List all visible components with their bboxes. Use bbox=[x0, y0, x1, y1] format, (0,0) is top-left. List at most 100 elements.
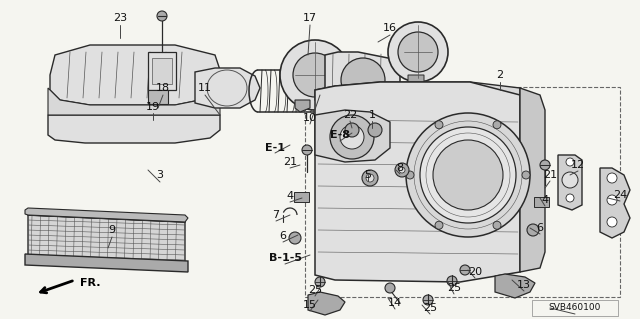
Text: 25: 25 bbox=[308, 285, 322, 295]
Text: 3: 3 bbox=[157, 170, 163, 180]
Text: 9: 9 bbox=[108, 225, 116, 235]
Text: 6: 6 bbox=[536, 223, 543, 233]
Polygon shape bbox=[103, 115, 111, 128]
Polygon shape bbox=[48, 115, 220, 143]
Text: E-8: E-8 bbox=[330, 130, 350, 140]
Circle shape bbox=[433, 140, 503, 210]
Circle shape bbox=[493, 121, 501, 129]
Polygon shape bbox=[600, 168, 630, 238]
Circle shape bbox=[420, 127, 516, 223]
Text: 4: 4 bbox=[287, 191, 294, 201]
Polygon shape bbox=[135, 115, 143, 128]
Polygon shape bbox=[87, 115, 95, 128]
Polygon shape bbox=[315, 110, 390, 162]
Bar bbox=[148, 90, 168, 104]
Text: 20: 20 bbox=[468, 267, 482, 277]
Text: 17: 17 bbox=[303, 13, 317, 23]
Circle shape bbox=[302, 145, 312, 155]
Text: 10: 10 bbox=[303, 113, 317, 123]
Circle shape bbox=[447, 276, 457, 286]
Text: 6: 6 bbox=[280, 231, 287, 241]
Text: 7: 7 bbox=[273, 210, 280, 220]
Polygon shape bbox=[308, 292, 345, 315]
Circle shape bbox=[423, 295, 433, 305]
Circle shape bbox=[460, 265, 470, 275]
Text: 21: 21 bbox=[283, 157, 297, 167]
Text: 18: 18 bbox=[156, 83, 170, 93]
Circle shape bbox=[566, 158, 574, 166]
Circle shape bbox=[293, 53, 337, 97]
Circle shape bbox=[340, 125, 364, 149]
Text: 2: 2 bbox=[497, 70, 504, 80]
Circle shape bbox=[345, 123, 359, 137]
Text: 11: 11 bbox=[198, 83, 212, 93]
Text: 8: 8 bbox=[396, 163, 404, 173]
Circle shape bbox=[607, 195, 617, 205]
Polygon shape bbox=[25, 208, 188, 222]
Polygon shape bbox=[495, 274, 535, 298]
Circle shape bbox=[318, 79, 342, 103]
Circle shape bbox=[157, 11, 167, 21]
Polygon shape bbox=[183, 115, 191, 128]
Text: 25: 25 bbox=[423, 303, 437, 313]
Circle shape bbox=[362, 170, 378, 186]
Text: 13: 13 bbox=[517, 280, 531, 290]
Circle shape bbox=[493, 221, 501, 229]
Polygon shape bbox=[520, 88, 545, 272]
Text: B-1-5: B-1-5 bbox=[269, 253, 301, 263]
Polygon shape bbox=[48, 88, 220, 115]
Bar bbox=[294, 192, 309, 202]
Circle shape bbox=[280, 40, 350, 110]
Polygon shape bbox=[325, 52, 400, 108]
Circle shape bbox=[435, 121, 443, 129]
Circle shape bbox=[289, 232, 301, 244]
Polygon shape bbox=[558, 155, 582, 210]
Circle shape bbox=[566, 194, 574, 202]
Circle shape bbox=[368, 123, 382, 137]
Polygon shape bbox=[151, 115, 159, 128]
Circle shape bbox=[406, 171, 414, 179]
Text: 1: 1 bbox=[369, 110, 376, 120]
Bar bbox=[152, 58, 172, 84]
Circle shape bbox=[395, 163, 409, 177]
Circle shape bbox=[522, 171, 530, 179]
Circle shape bbox=[540, 160, 550, 170]
Text: 19: 19 bbox=[146, 102, 160, 112]
Polygon shape bbox=[199, 115, 207, 128]
Text: 14: 14 bbox=[388, 298, 402, 308]
Text: 22: 22 bbox=[343, 110, 357, 120]
Circle shape bbox=[406, 113, 530, 237]
Circle shape bbox=[341, 58, 385, 102]
Text: SVB460100: SVB460100 bbox=[549, 303, 601, 313]
Polygon shape bbox=[71, 115, 79, 128]
Text: 16: 16 bbox=[383, 23, 397, 33]
Circle shape bbox=[607, 173, 617, 183]
Polygon shape bbox=[315, 82, 520, 282]
Circle shape bbox=[435, 221, 443, 229]
Circle shape bbox=[398, 32, 438, 72]
Circle shape bbox=[315, 277, 325, 287]
Polygon shape bbox=[119, 115, 127, 128]
Polygon shape bbox=[167, 115, 175, 128]
Bar bbox=[305, 87, 620, 297]
Text: 4: 4 bbox=[541, 195, 548, 205]
Polygon shape bbox=[315, 82, 520, 108]
Bar bbox=[148, 52, 176, 90]
Circle shape bbox=[527, 224, 539, 236]
Text: 5: 5 bbox=[365, 170, 371, 180]
Circle shape bbox=[562, 172, 578, 188]
Circle shape bbox=[607, 217, 617, 227]
Polygon shape bbox=[55, 115, 63, 128]
Polygon shape bbox=[195, 68, 260, 108]
Polygon shape bbox=[28, 215, 185, 262]
Bar bbox=[534, 197, 549, 207]
Circle shape bbox=[388, 22, 448, 82]
Polygon shape bbox=[295, 100, 310, 112]
Text: 24: 24 bbox=[613, 190, 627, 200]
Text: FR.: FR. bbox=[80, 278, 100, 288]
Circle shape bbox=[366, 174, 374, 182]
Text: E-1: E-1 bbox=[265, 143, 285, 153]
Text: 15: 15 bbox=[303, 300, 317, 310]
Polygon shape bbox=[25, 254, 188, 272]
Text: 25: 25 bbox=[447, 283, 461, 293]
